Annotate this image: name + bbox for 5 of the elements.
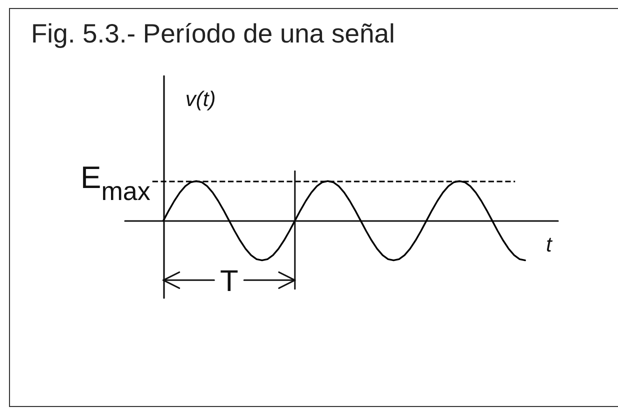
ref-line-label: E$_{max}$ bbox=[80, 160, 150, 206]
chart-title: Fig. 5.3.- Período de una señal bbox=[31, 18, 395, 48]
text: T bbox=[220, 265, 238, 298]
x-axis-title: t bbox=[546, 234, 553, 257]
y-axis-title: v(t) bbox=[185, 88, 216, 111]
